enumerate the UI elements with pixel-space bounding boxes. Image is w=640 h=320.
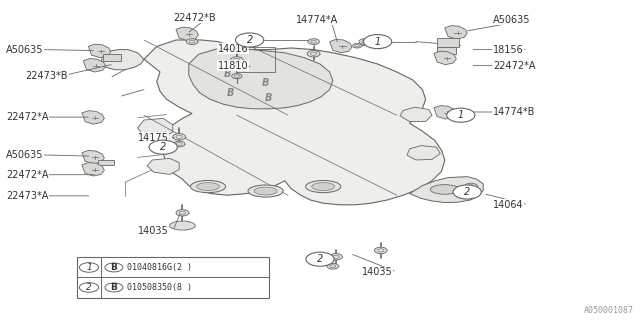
Text: A50635: A50635 — [6, 44, 44, 55]
Circle shape — [447, 108, 475, 122]
Polygon shape — [138, 118, 173, 138]
Text: 14016: 14016 — [218, 44, 248, 54]
Text: 14064: 14064 — [493, 200, 524, 210]
Polygon shape — [82, 150, 104, 164]
Text: B: B — [262, 78, 269, 88]
Circle shape — [465, 183, 477, 189]
Text: 14175: 14175 — [138, 132, 168, 143]
Text: 2: 2 — [246, 35, 253, 45]
Bar — [77, 257, 269, 298]
Polygon shape — [97, 160, 114, 165]
Polygon shape — [83, 59, 106, 72]
Text: 22473*A: 22473*A — [6, 191, 49, 201]
Ellipse shape — [306, 180, 341, 193]
Text: 1: 1 — [458, 110, 464, 120]
Polygon shape — [82, 163, 104, 176]
Polygon shape — [176, 27, 198, 41]
Polygon shape — [434, 106, 456, 119]
Ellipse shape — [196, 183, 220, 190]
Text: A50635: A50635 — [493, 15, 531, 25]
Circle shape — [243, 38, 256, 44]
Polygon shape — [189, 49, 333, 109]
Polygon shape — [407, 146, 440, 160]
Polygon shape — [103, 54, 121, 61]
Circle shape — [244, 39, 255, 44]
Polygon shape — [437, 38, 459, 47]
Circle shape — [173, 141, 185, 147]
Text: 1: 1 — [374, 36, 381, 47]
Circle shape — [105, 263, 123, 272]
Circle shape — [236, 33, 264, 47]
Circle shape — [364, 35, 392, 49]
Ellipse shape — [312, 183, 335, 190]
Circle shape — [105, 283, 123, 292]
Ellipse shape — [254, 187, 277, 195]
Polygon shape — [400, 107, 432, 122]
Circle shape — [149, 140, 177, 154]
Text: 14035: 14035 — [138, 226, 168, 236]
Text: 22472*A: 22472*A — [6, 112, 49, 122]
Circle shape — [330, 253, 342, 260]
Text: 14774*A: 14774*A — [296, 15, 338, 25]
Text: B: B — [111, 263, 117, 272]
Circle shape — [230, 57, 243, 63]
Circle shape — [456, 111, 465, 116]
Polygon shape — [437, 47, 456, 54]
Circle shape — [186, 39, 198, 44]
Text: B: B — [227, 88, 234, 98]
Ellipse shape — [170, 221, 195, 230]
Ellipse shape — [430, 185, 459, 194]
Circle shape — [307, 51, 320, 57]
Text: 2: 2 — [160, 142, 166, 152]
Circle shape — [79, 263, 99, 272]
Polygon shape — [88, 44, 111, 58]
Polygon shape — [82, 111, 104, 124]
Text: 01040816G(2 ): 01040816G(2 ) — [127, 263, 192, 272]
Text: 2: 2 — [317, 254, 323, 264]
Text: 14774*B: 14774*B — [493, 107, 535, 117]
Circle shape — [173, 134, 186, 140]
Text: 010508350(8 ): 010508350(8 ) — [127, 283, 192, 292]
Circle shape — [353, 44, 362, 48]
Circle shape — [453, 185, 481, 199]
Text: A050001087: A050001087 — [584, 306, 634, 315]
Circle shape — [359, 39, 371, 44]
Polygon shape — [445, 26, 467, 39]
Polygon shape — [101, 50, 144, 70]
Text: B: B — [223, 68, 231, 79]
Polygon shape — [434, 51, 456, 65]
Polygon shape — [147, 158, 179, 174]
Circle shape — [306, 252, 334, 266]
Circle shape — [327, 263, 339, 269]
Circle shape — [79, 283, 99, 292]
Text: A50635: A50635 — [6, 150, 44, 160]
Text: 1: 1 — [86, 263, 92, 272]
Text: 2: 2 — [464, 187, 470, 197]
Circle shape — [308, 39, 319, 44]
Text: 22472*A: 22472*A — [6, 170, 49, 180]
Text: B: B — [265, 92, 273, 103]
Text: 18156: 18156 — [493, 44, 524, 55]
Text: B: B — [111, 283, 117, 292]
Circle shape — [232, 74, 242, 79]
Polygon shape — [144, 40, 445, 205]
Text: 14035: 14035 — [362, 267, 392, 277]
Polygon shape — [410, 177, 483, 203]
Text: 11810: 11810 — [218, 60, 248, 71]
Ellipse shape — [248, 185, 283, 197]
Text: 2: 2 — [86, 283, 92, 292]
Text: 22473*B: 22473*B — [26, 71, 68, 81]
Circle shape — [176, 210, 189, 216]
Text: 22472*B: 22472*B — [173, 12, 216, 23]
Polygon shape — [330, 39, 352, 53]
Text: 22472*A: 22472*A — [493, 60, 535, 71]
Circle shape — [374, 247, 387, 253]
Ellipse shape — [191, 180, 226, 193]
